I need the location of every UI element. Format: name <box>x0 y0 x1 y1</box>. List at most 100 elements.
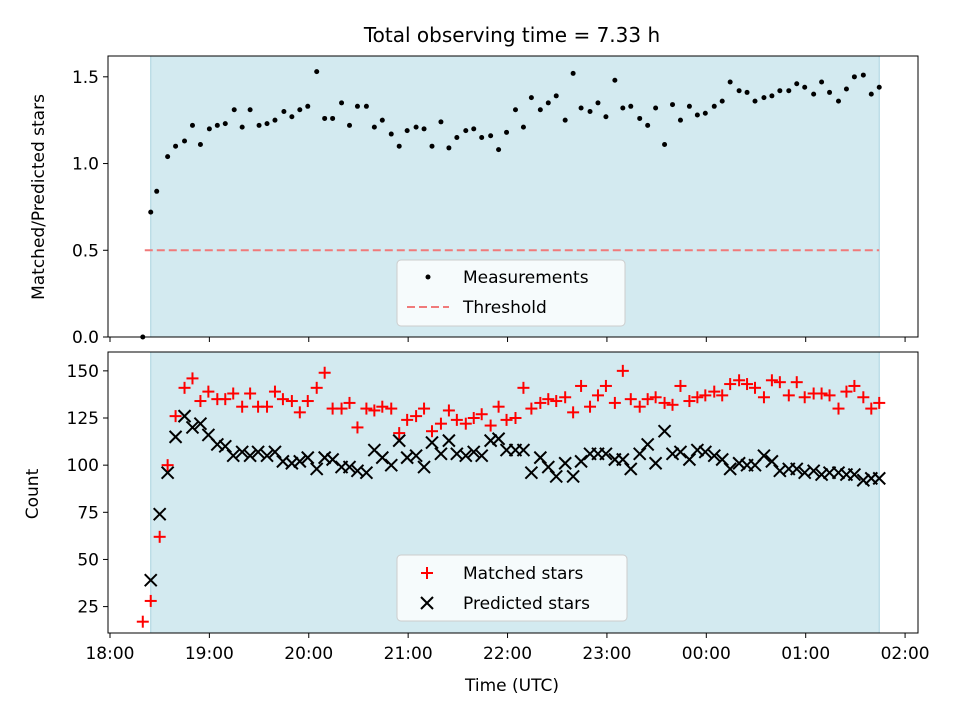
x-tick-label: 22:00 <box>483 644 532 664</box>
ratio-axes-frame <box>107 55 919 338</box>
predicted-stars-point <box>359 465 374 480</box>
matched-stars-point <box>310 381 323 394</box>
matched-stars-point <box>733 374 746 387</box>
predicted-stars-point <box>715 452 729 467</box>
predicted-stars-point <box>566 469 580 484</box>
measurements-point <box>165 154 171 160</box>
measurements-point <box>752 98 758 104</box>
predicted-stars-point <box>624 462 638 476</box>
matched-stars-point <box>236 400 249 413</box>
measurements-point <box>429 143 435 149</box>
matched-stars-point <box>426 425 438 438</box>
predicted-stars-point <box>698 445 713 459</box>
matched-stars-point <box>401 413 414 426</box>
measurements-point <box>711 103 717 109</box>
measurements-point <box>786 88 792 94</box>
matched-stars-point <box>525 402 538 415</box>
predicted-stars-point <box>491 432 506 446</box>
measurements-point <box>868 91 874 97</box>
predicted-stars-point <box>417 460 431 474</box>
matched-stars-point <box>559 391 572 404</box>
predicted-stars-point <box>640 437 655 452</box>
measurements-point <box>653 105 659 111</box>
predicted-stars-point <box>285 456 299 470</box>
legend-marker-measurements <box>425 274 431 280</box>
count-panel: 25 50 75 100 125 150 18:00 19:00 20:00 21:00 22:0… <box>23 351 930 696</box>
predicted-stars-point <box>856 473 871 487</box>
matched-stars-point <box>285 395 298 408</box>
legend-label-predicted: Predicted stars <box>463 594 590 614</box>
measurements-point <box>339 100 345 106</box>
matched-stars-point <box>153 530 166 543</box>
matched-stars-point <box>385 402 398 415</box>
predicted-stars-point <box>765 454 779 469</box>
predicted-stars-point <box>516 443 531 457</box>
matched-stars-point <box>410 410 423 423</box>
predicted-stars-point <box>293 454 307 469</box>
matched-stars-point <box>832 402 845 415</box>
measurements-point <box>297 107 303 113</box>
measurements-point <box>421 126 427 132</box>
measurements-point <box>620 105 626 111</box>
predicted-stars-point <box>549 469 563 484</box>
matched-stars-point <box>724 378 737 391</box>
ratio-y-ticks: 0.0 0.5 1.0 1.5 <box>72 68 108 348</box>
measurements-point <box>404 128 410 134</box>
predicted-stars-point <box>235 445 249 459</box>
predicted-stars-point <box>168 430 183 444</box>
legend-marker-predicted <box>420 596 434 610</box>
measurements-point <box>289 114 295 120</box>
measurements-point <box>570 70 576 76</box>
matched-stars-point <box>500 413 513 426</box>
count-y-tick-label: 50 <box>77 550 99 570</box>
measurements-point <box>148 209 154 215</box>
count-axes-frame <box>107 351 919 634</box>
ratio-legend: Measurements Threshold <box>396 259 626 327</box>
measurements-point <box>197 141 203 147</box>
measurements-point <box>702 110 708 116</box>
predicted-stars-point <box>467 445 481 459</box>
predicted-stars-point <box>144 573 158 587</box>
measurements-point <box>736 88 742 94</box>
measurements-point <box>694 112 700 118</box>
measurements-point <box>686 103 692 109</box>
measurements-point <box>587 109 593 115</box>
predicted-stars-point <box>210 437 225 452</box>
matched-stars-point <box>857 391 870 404</box>
measurements-point <box>314 69 320 75</box>
matched-stars-point <box>616 364 629 377</box>
matched-stars-point <box>591 389 604 402</box>
measurements-point <box>769 93 775 99</box>
count-y-tick-label: 100 <box>67 456 99 476</box>
predicted-stars-point <box>409 449 423 463</box>
predicted-stars-point <box>633 447 647 461</box>
matched-stars-point <box>542 393 555 406</box>
matched-stars-point <box>261 400 274 413</box>
measurements-point <box>744 89 750 95</box>
predicted-stars-point <box>260 449 274 463</box>
matched-stars-point <box>475 408 488 421</box>
matched-stars-point <box>641 393 654 406</box>
matched-stars-point <box>608 396 621 409</box>
matched-stars-point <box>178 381 191 394</box>
matched-stars-point <box>584 400 597 413</box>
predicted-stars-point <box>806 464 821 478</box>
measurements-point <box>578 105 584 111</box>
measurements-point <box>281 109 287 115</box>
predicted-stars-point <box>317 450 332 465</box>
measurements-point <box>247 107 253 113</box>
measurements-point <box>851 74 857 80</box>
matched-stars-point <box>450 413 463 426</box>
predicted-stars-point <box>392 433 406 448</box>
predicted-stars-point <box>707 449 721 463</box>
predicted-stars-point <box>342 460 357 474</box>
measurements-point <box>860 72 866 78</box>
predicted-stars-point <box>434 447 448 461</box>
matched-stars-point <box>335 402 348 415</box>
measurements-point <box>761 95 767 101</box>
measurements-point <box>189 122 195 128</box>
predicted-stars-point <box>616 452 630 467</box>
x-axis-label: Time (UTC) <box>464 676 559 696</box>
predicted-stars-point <box>872 471 886 486</box>
legend-label-matched: Matched stars <box>463 564 583 584</box>
